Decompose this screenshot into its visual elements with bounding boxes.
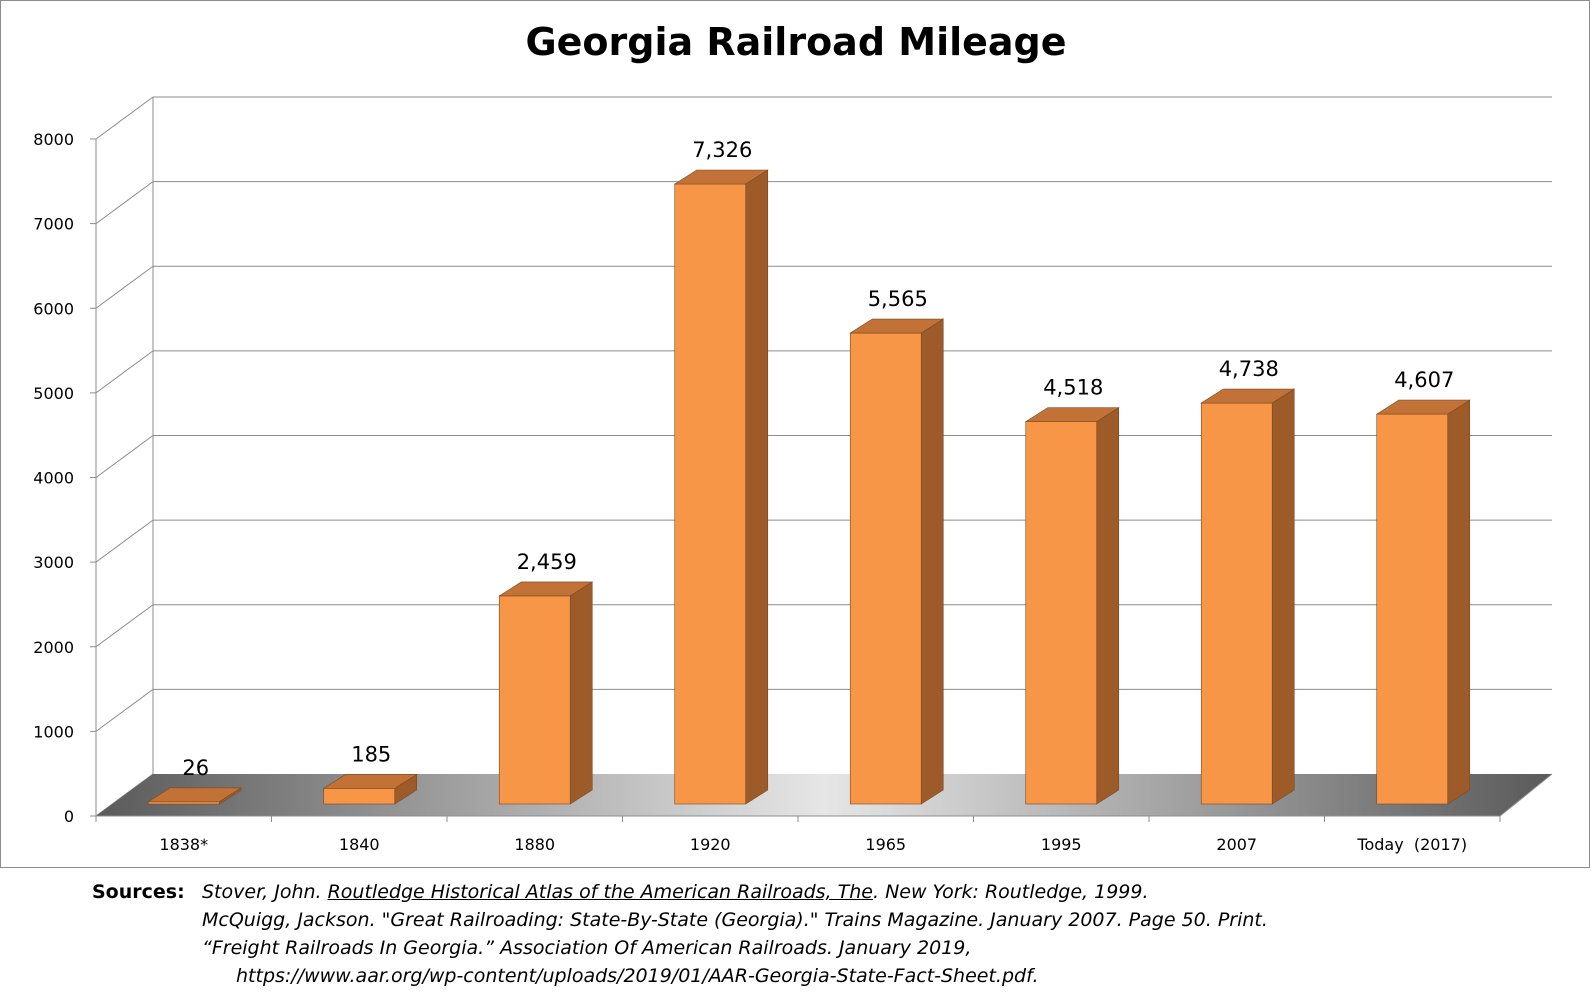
sources-list: Stover, John. Routledge Historical Atlas… [202, 878, 1268, 990]
gridline-depth [95, 688, 154, 732]
x-tick-label: 1840 [339, 835, 380, 854]
y-tick-label: 1000 [33, 722, 74, 741]
bar-front [849, 332, 922, 805]
bar-side [569, 581, 593, 805]
data-label: 5,565 [868, 287, 928, 311]
source-url: https://www.aar.org/wp-content/uploads/2… [236, 965, 1039, 987]
x-tick-label: 1965 [865, 835, 906, 854]
gridline-depth [95, 181, 154, 225]
data-label: 185 [351, 742, 391, 766]
bar-front [498, 595, 571, 805]
gridline-depth [95, 350, 154, 394]
y-tick-label: 6000 [33, 299, 74, 318]
data-label: 4,607 [1394, 368, 1454, 392]
data-label: 4,738 [1219, 357, 1279, 381]
chart-floor [96, 774, 1552, 816]
bar-side [745, 169, 769, 805]
gridline-depth [95, 519, 154, 563]
y-tick-label: 8000 [33, 130, 74, 149]
bar-front [674, 183, 747, 805]
bar-top [322, 774, 418, 789]
source-book-title: Routledge Historical Atlas of the Americ… [327, 881, 873, 903]
source-entry-mcquigg: McQuigg, Jackson. "Great Railroading: St… [202, 906, 1268, 934]
data-label: 7,326 [692, 138, 752, 162]
chart-frame [0, 0, 1590, 868]
data-label: 26 [182, 756, 209, 780]
bars [147, 169, 1471, 805]
data-label: 2,459 [517, 550, 577, 574]
bar-front [1376, 413, 1449, 805]
x-tick-label: Today (2017) [1356, 835, 1467, 854]
data-label: 4,518 [1043, 376, 1103, 400]
x-tick-label: 1838* [159, 835, 208, 854]
bar-front [147, 801, 220, 805]
y-tick-label: 3000 [33, 553, 74, 572]
gridline-depth [95, 265, 154, 309]
bar-top [1200, 388, 1296, 404]
axes [90, 138, 1553, 822]
floor-surface [96, 774, 1552, 816]
chart-title: Georgia Railroad Mileage [525, 20, 1066, 64]
bar-side [1271, 388, 1295, 805]
bar-top [673, 169, 769, 185]
bar-side [920, 318, 944, 805]
gridline-depth [95, 435, 154, 478]
source-entry-aar: “Freight Railroads In Georgia.” Associat… [202, 934, 1268, 962]
bar-top [498, 581, 594, 597]
source-text: McQuigg, Jackson. "Great Railroading: St… [202, 909, 1268, 931]
bar-front [1200, 402, 1273, 805]
source-text: . New York: Routledge, 1999. [872, 881, 1149, 903]
y-tick-label: 2000 [33, 638, 74, 657]
x-tick-label: 1880 [514, 835, 555, 854]
bar-chart: Georgia Railroad Mileage 0 1000 2000 3000 40… [33, 20, 1553, 854]
source-text: Stover, John. [202, 881, 328, 903]
sources-label: Sources: [92, 881, 185, 903]
y-tick-label: 4000 [33, 469, 74, 488]
labels: 0 1000 2000 3000 4000 5000 6000 7000 8000 26 1838*… [33, 130, 1467, 854]
y-tick-label: 5000 [33, 384, 74, 403]
y-tick-label: 7000 [33, 215, 74, 234]
source-entry-aar-url: https://www.aar.org/wp-content/uploads/2… [202, 962, 1268, 990]
bar-front [1025, 421, 1098, 805]
gridlines [95, 96, 1552, 817]
x-tick-label: 2007 [1216, 835, 1257, 854]
y-tick-label: 0 [64, 807, 74, 826]
source-text: “Freight Railroads In Georgia.” Associat… [202, 937, 972, 959]
x-tick-label: 1920 [690, 835, 731, 854]
bar-side [1096, 407, 1120, 805]
bar-front [323, 788, 396, 805]
gridline-depth [95, 604, 154, 648]
bar-top [1375, 399, 1471, 415]
bar-side [1447, 399, 1471, 805]
bar-top [849, 318, 945, 334]
x-tick-label: 1995 [1041, 835, 1082, 854]
floor-edge [1499, 773, 1553, 817]
bar-top [1024, 407, 1120, 422]
bar-top [147, 787, 243, 803]
gridline-depth [95, 96, 154, 140]
source-entry-stover: Stover, John. Routledge Historical Atlas… [202, 878, 1268, 906]
